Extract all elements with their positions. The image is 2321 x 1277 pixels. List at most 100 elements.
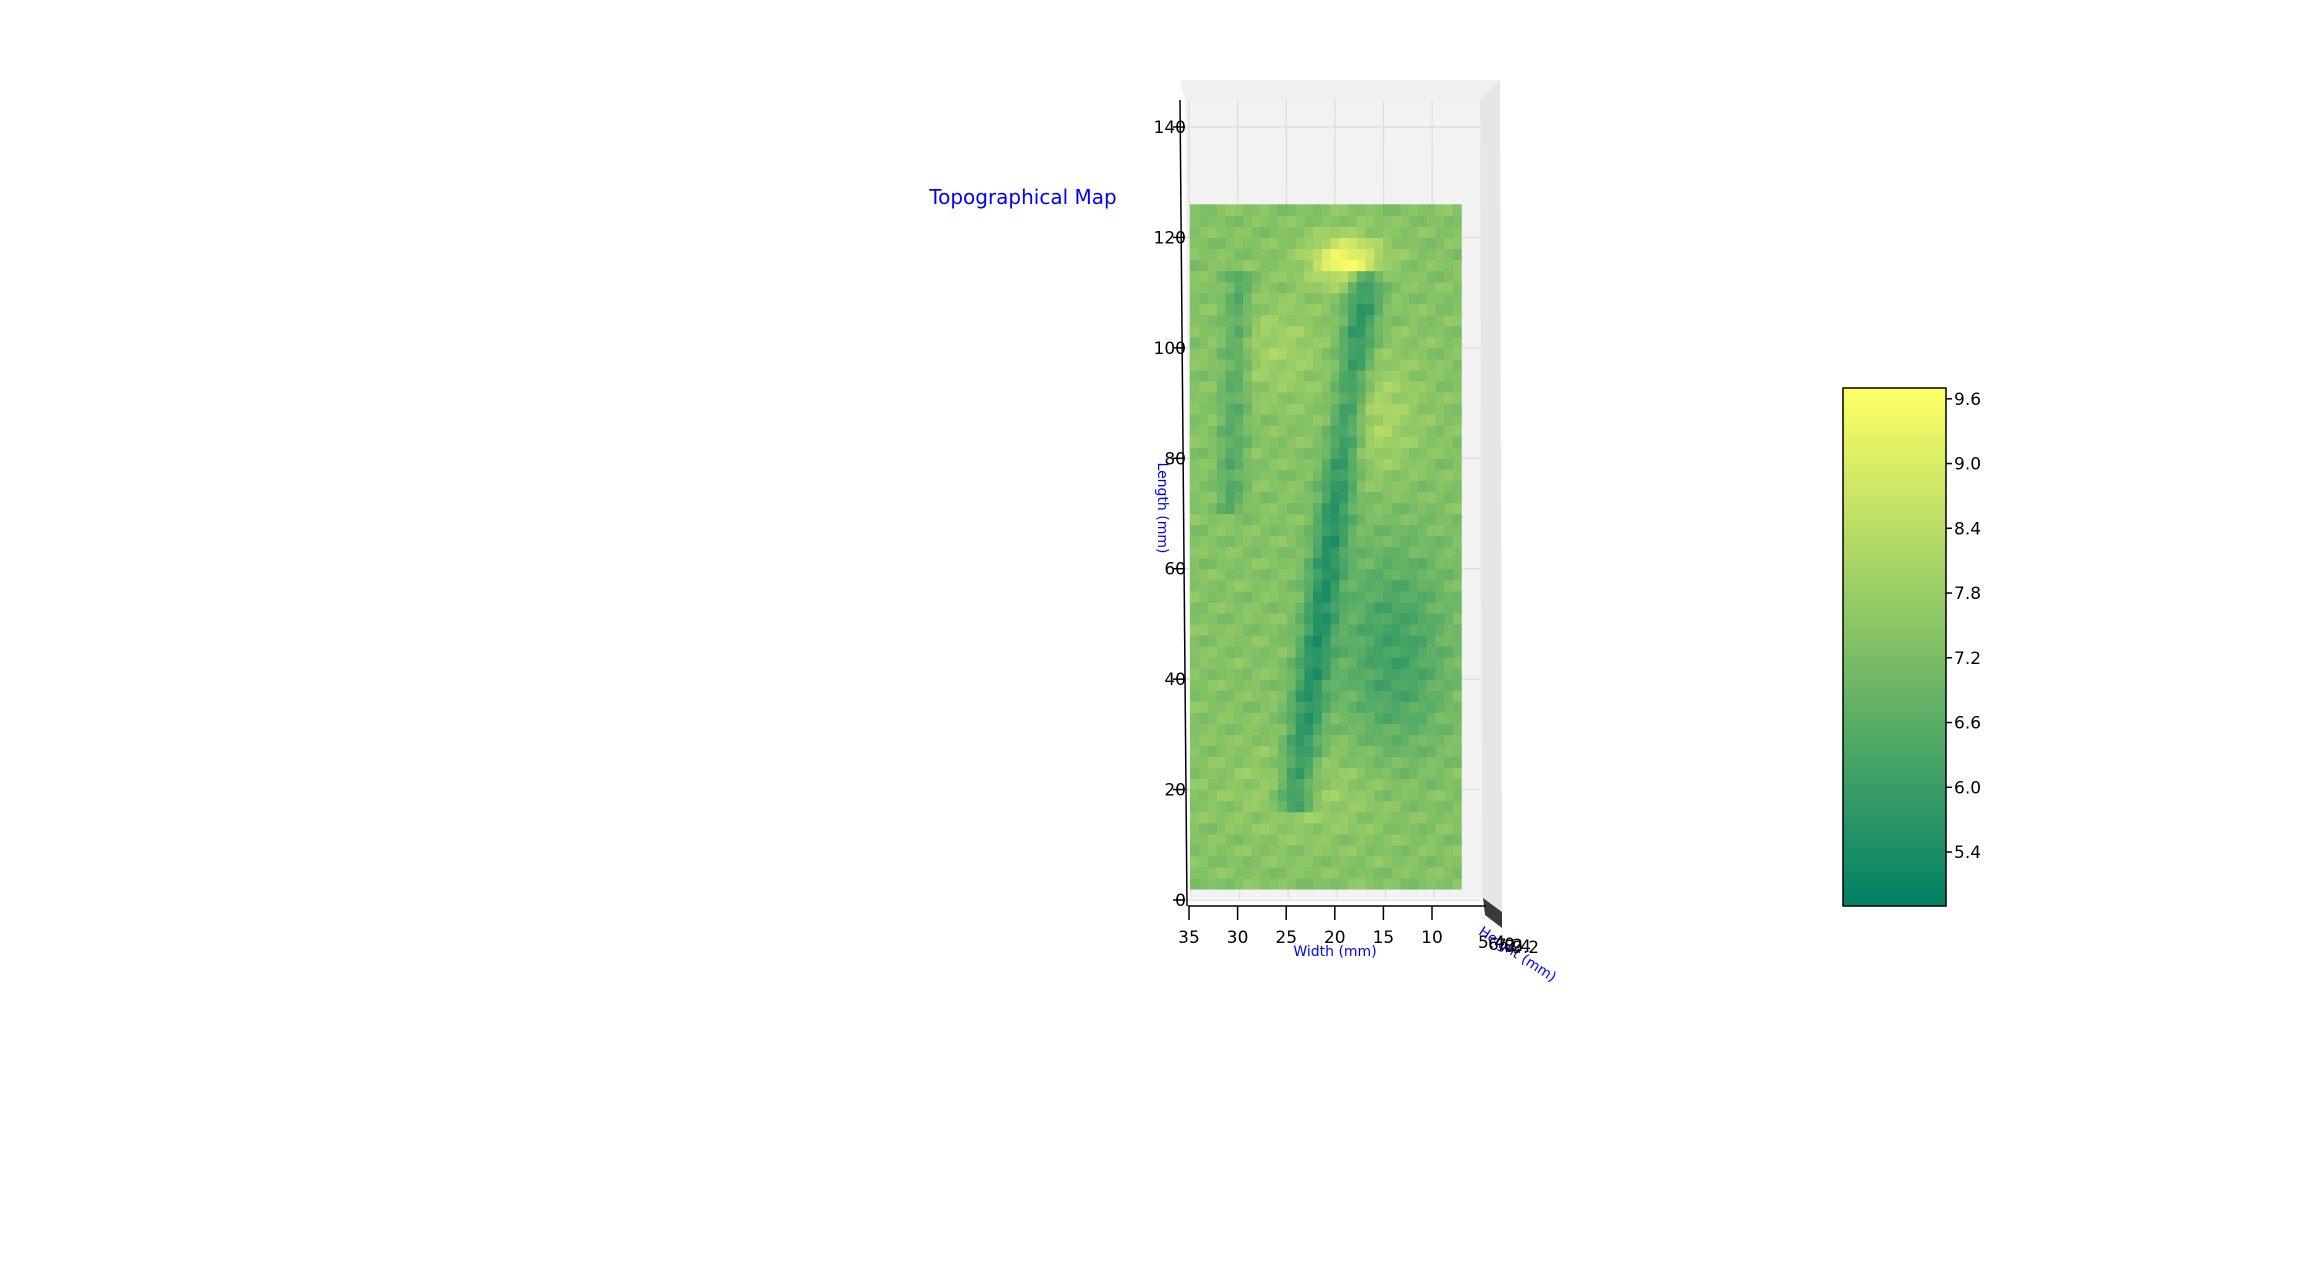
surface-cell xyxy=(1286,369,1296,382)
surface-cell xyxy=(1312,568,1322,581)
surface-cell xyxy=(1364,833,1375,846)
surface-cell xyxy=(1277,712,1287,724)
colorbar-tick-label: 6.6 xyxy=(1954,714,1981,734)
surface-cell xyxy=(1242,292,1252,305)
surface-cell xyxy=(1408,646,1419,658)
surface-cell xyxy=(1391,469,1401,481)
surface-cell xyxy=(1242,579,1252,592)
surface-cell xyxy=(1338,248,1349,261)
surface-cell xyxy=(1321,204,1331,216)
surface-cell xyxy=(1364,425,1375,437)
surface-cell xyxy=(1408,612,1419,625)
surface-cell xyxy=(1408,314,1419,327)
surface-cell xyxy=(1443,723,1454,735)
surface-cell xyxy=(1408,745,1419,758)
surface-cell xyxy=(1286,436,1296,448)
surface-cell xyxy=(1399,601,1410,614)
surface-cell xyxy=(1443,392,1454,404)
surface-cell xyxy=(1356,690,1366,702)
surface-cell xyxy=(1373,436,1384,448)
surface-cell xyxy=(1443,833,1454,846)
surface-cell xyxy=(1198,778,1209,791)
surface-cell xyxy=(1224,502,1235,515)
surface-cell xyxy=(1434,204,1445,216)
surface-cell xyxy=(1303,789,1314,802)
surface-cell xyxy=(1312,623,1322,636)
surface-cell xyxy=(1259,701,1270,713)
surface-cell xyxy=(1338,403,1349,415)
surface-cell xyxy=(1189,380,1200,393)
surface-cell xyxy=(1312,668,1322,680)
surface-cell xyxy=(1399,458,1410,470)
surface-cell xyxy=(1434,690,1445,702)
surface-cell xyxy=(1216,535,1226,548)
surface-cell xyxy=(1312,336,1322,349)
surface-cell xyxy=(1198,734,1209,746)
surface-cell xyxy=(1259,480,1270,493)
surface-cell xyxy=(1189,800,1200,813)
surface-cell xyxy=(1189,458,1200,470)
surface-cell xyxy=(1382,723,1392,735)
surface-cell xyxy=(1233,392,1244,404)
surface-cell xyxy=(1251,325,1261,338)
surface-cell xyxy=(1294,436,1305,448)
surface-cell xyxy=(1364,358,1375,371)
surface-cell xyxy=(1452,546,1462,559)
surface-cell xyxy=(1303,491,1314,504)
surface-cell xyxy=(1286,447,1296,459)
surface-cell xyxy=(1207,270,1217,283)
surface-cell xyxy=(1338,557,1349,570)
surface-cell xyxy=(1417,833,1427,846)
surface-cell xyxy=(1391,458,1401,470)
surface-cell xyxy=(1242,237,1252,250)
surface-cell xyxy=(1408,292,1419,305)
surface-cell xyxy=(1356,822,1366,835)
surface-cell xyxy=(1277,866,1287,879)
surface-cell xyxy=(1373,590,1384,603)
surface-cell xyxy=(1399,701,1410,713)
surface-cell xyxy=(1338,325,1349,338)
surface-cell xyxy=(1294,325,1305,338)
surface-cell xyxy=(1268,535,1279,548)
surface-cell xyxy=(1259,336,1270,349)
surface-cell xyxy=(1408,369,1419,382)
surface-cell xyxy=(1399,800,1410,813)
surface-cell xyxy=(1198,690,1209,702)
surface-cell xyxy=(1434,513,1445,526)
surface-cell xyxy=(1224,358,1235,371)
surface-cell xyxy=(1189,646,1200,658)
surface-cell xyxy=(1347,657,1357,669)
surface-cell xyxy=(1277,502,1287,515)
surface-cell xyxy=(1399,447,1410,459)
surface-cell xyxy=(1329,480,1340,493)
surface-cell xyxy=(1391,281,1401,294)
z-tick-label: 7.2 xyxy=(1496,936,1523,956)
surface-cell xyxy=(1286,303,1296,316)
surface-cell xyxy=(1391,259,1401,272)
surface-cell xyxy=(1251,369,1261,382)
surface-cell xyxy=(1198,601,1209,614)
surface-cell xyxy=(1356,734,1366,746)
surface-cell xyxy=(1303,646,1314,658)
surface-cell xyxy=(1286,568,1296,581)
surface-cell xyxy=(1294,380,1305,393)
surface-cell xyxy=(1417,612,1427,625)
surface-cell xyxy=(1233,811,1244,824)
surface-cell xyxy=(1408,303,1419,316)
surface-cell xyxy=(1443,734,1454,746)
surface-cell xyxy=(1312,392,1322,404)
surface-cell xyxy=(1312,314,1322,327)
surface-cell xyxy=(1294,358,1305,371)
surface-cell xyxy=(1224,634,1235,647)
surface-cell xyxy=(1347,325,1357,338)
surface-cell xyxy=(1242,701,1252,713)
surface-cell xyxy=(1268,425,1279,437)
surface-cell xyxy=(1452,734,1462,746)
surface-cell xyxy=(1373,502,1384,515)
surface-cell xyxy=(1443,215,1454,227)
surface-cell xyxy=(1233,778,1244,791)
surface-cell xyxy=(1321,690,1331,702)
surface-cell xyxy=(1286,723,1296,735)
surface-cell xyxy=(1434,215,1445,227)
surface-cell xyxy=(1251,579,1261,592)
